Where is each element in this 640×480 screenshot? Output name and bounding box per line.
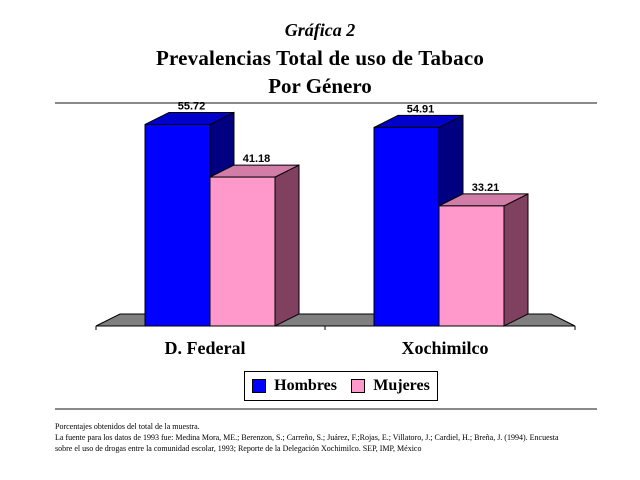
legend-label-mujeres: Mujeres <box>373 377 430 394</box>
bar-hombres-1 <box>373 126 440 327</box>
note-line-2: La fuente para los datos de 1993 fue: Me… <box>55 433 559 442</box>
category-label-0: D. Federal <box>165 338 246 358</box>
note-line-1: Porcentajes obtenidos del total de la mu… <box>55 422 200 431</box>
bar-side-mujeres-0 <box>274 164 300 327</box>
source-notes: Porcentajes obtenidos del total de la mu… <box>55 421 625 454</box>
legend-label-hombres: Hombres <box>274 377 337 394</box>
data-label-mujeres-1: 33.21 <box>472 182 500 194</box>
chart-kicker: Gráfica 2 <box>284 20 356 40</box>
category-label-1: Xochimilco <box>402 338 489 358</box>
chart-title-line-1: Prevalencias Total de uso de Tabaco <box>155 46 485 70</box>
data-label-mujeres-0: 41.18 <box>243 153 271 165</box>
legend-swatch-hombres <box>252 379 267 393</box>
bottom-divider <box>55 408 597 410</box>
bar-hombres-0 <box>144 123 211 327</box>
bar-mujeres-0 <box>209 176 276 327</box>
note-line-3: sobre el uso de drogas entre la comunida… <box>55 444 422 453</box>
legend-item-hombres: Hombres <box>252 377 337 395</box>
chart-title-line-2: Por Género <box>268 74 372 98</box>
bar-side-mujeres-1 <box>503 193 529 327</box>
bar-chart: 55.72 41.18 D. Federal 54.91 33.21 Xochimilco <box>95 100 576 358</box>
data-label-hombres-0: 55.72 <box>178 100 206 112</box>
legend-swatch-mujeres <box>351 379 366 393</box>
chart-legend: Hombres Mujeres <box>244 371 438 401</box>
top-divider <box>55 102 597 104</box>
data-label-hombres-1: 54.91 <box>407 103 435 115</box>
legend-item-mujeres: Mujeres <box>351 377 430 395</box>
bar-mujeres-1 <box>438 205 505 327</box>
